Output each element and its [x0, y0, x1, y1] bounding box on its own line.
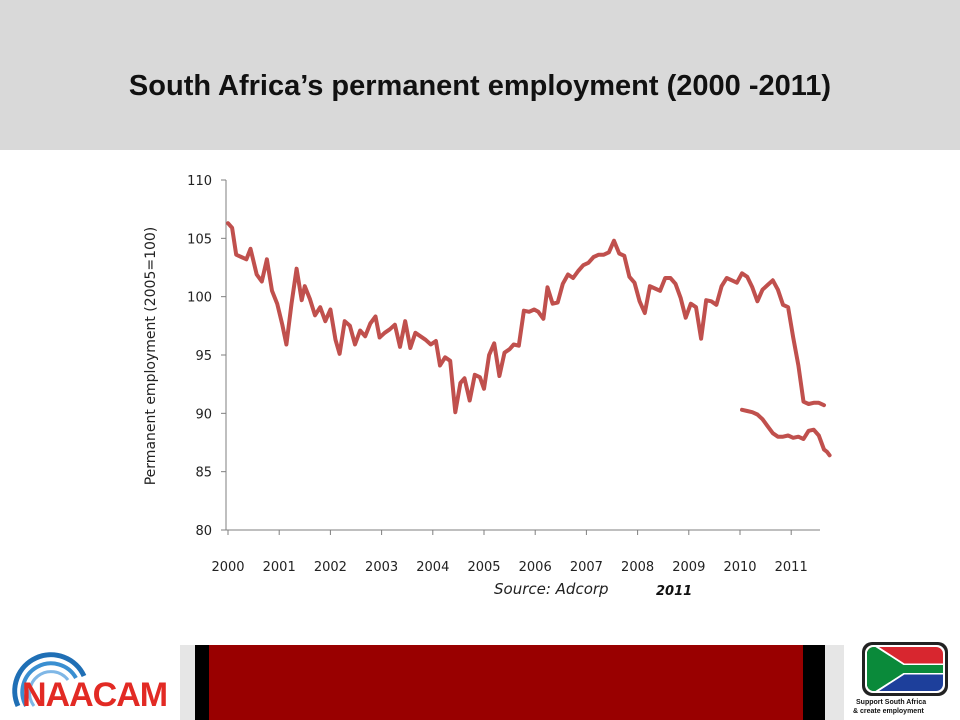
- footer-stripe-right: [803, 645, 825, 720]
- y-tick-label: 110: [187, 174, 212, 189]
- source-year: 2011: [656, 584, 693, 599]
- y-tick-label: 95: [195, 349, 212, 364]
- logo-tagline-2: & create employment: [853, 708, 924, 715]
- y-tick-label: 80: [195, 524, 212, 539]
- x-tick-label: 2011: [775, 560, 808, 575]
- x-tick-label: 2003: [365, 560, 398, 575]
- x-tick-label: 2006: [519, 560, 552, 575]
- x-tick-label: 2001: [263, 560, 296, 575]
- y-tick-label: 90: [195, 407, 212, 422]
- x-tick-group: 2000 2001 2002 2003 2004 2005 2006 2007 2008 2009…: [211, 530, 808, 575]
- x-tick-label: 2000: [211, 560, 244, 575]
- logo-tagline-1: Support South Africa: [856, 699, 927, 706]
- series-group: [226, 221, 832, 458]
- series-line-1: [226, 221, 826, 415]
- x-tick-label: 2002: [314, 560, 347, 575]
- south-africa-flag-icon: [862, 642, 948, 696]
- x-tick-label: 2009: [672, 560, 705, 575]
- series-line-2: [740, 407, 832, 458]
- y-tick-label: 85: [195, 466, 212, 481]
- footer-red-bar: [209, 645, 803, 720]
- source-label: Source: Adcorp: [494, 580, 609, 598]
- y-tick-label: 100: [187, 291, 212, 306]
- page-title: South Africa’s permanent employment (200…: [128, 70, 832, 102]
- naacam-logo-text: NAACAM: [22, 676, 168, 714]
- x-tick-label: 2005: [467, 560, 500, 575]
- x-tick-label: 2010: [723, 560, 756, 575]
- naacam-logo-icon: [12, 652, 87, 708]
- x-tick-label: 2004: [416, 560, 449, 575]
- y-tick-group: 80 85 90 95 100 105 110: [187, 174, 226, 539]
- footer-stripe-left: [195, 645, 209, 720]
- title-banner: [0, 0, 960, 150]
- y-tick-label: 105: [187, 232, 212, 247]
- x-tick-label: 2007: [570, 560, 603, 575]
- y-axis-label: Permanent employment (2005=100): [143, 227, 159, 486]
- x-tick-label: 2008: [621, 560, 654, 575]
